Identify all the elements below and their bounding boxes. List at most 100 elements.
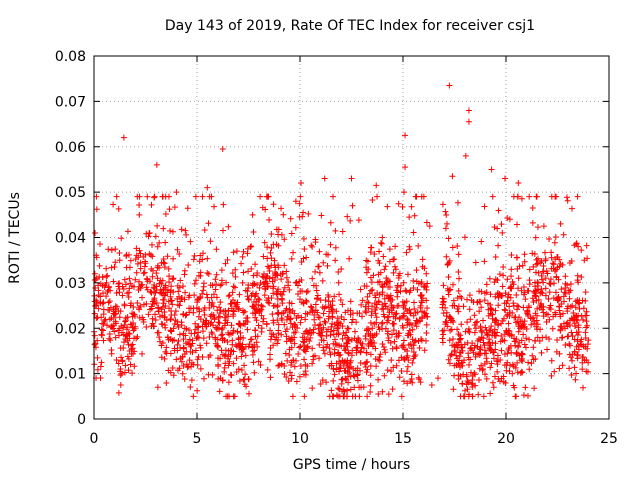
data-point [410, 229, 417, 236]
data-point [381, 372, 388, 379]
data-point [385, 334, 392, 341]
data-point [91, 310, 98, 317]
y-tick-label: 0 [77, 412, 86, 428]
data-point [381, 346, 388, 353]
data-point [182, 289, 189, 296]
data-point [225, 362, 232, 369]
data-point [111, 328, 118, 335]
data-point [245, 295, 252, 302]
data-point [122, 318, 129, 325]
data-point [137, 265, 144, 272]
data-point [297, 319, 304, 326]
data-point [456, 293, 463, 300]
data-point [174, 295, 181, 302]
data-point [116, 257, 123, 264]
data-point [334, 315, 341, 322]
data-point [344, 334, 351, 341]
data-point [464, 319, 471, 326]
data-point [509, 370, 516, 377]
data-point [358, 313, 365, 320]
data-point [524, 311, 531, 318]
data-point [165, 336, 172, 343]
data-point [538, 258, 545, 265]
data-point [464, 296, 471, 303]
data-point [371, 300, 378, 307]
data-point [355, 217, 362, 224]
data-point [132, 313, 139, 320]
data-point [151, 289, 158, 296]
data-point [167, 316, 174, 323]
data-point [298, 259, 305, 266]
data-point [315, 325, 322, 332]
data-point [421, 347, 428, 354]
data-point [376, 357, 383, 364]
data-point [559, 261, 566, 268]
data-point [225, 223, 232, 230]
data-point [386, 258, 393, 265]
data-point [522, 296, 529, 303]
data-point [229, 289, 236, 296]
data-point [455, 308, 462, 315]
data-point [228, 347, 235, 354]
data-point [308, 304, 315, 311]
data-point [411, 305, 418, 312]
data-point [119, 283, 126, 290]
data-point [529, 250, 536, 257]
data-point [259, 303, 266, 310]
data-point [385, 283, 392, 290]
data-point [116, 280, 123, 287]
data-point [359, 297, 366, 304]
data-point [141, 269, 148, 276]
data-point [550, 313, 557, 320]
data-point [379, 291, 386, 298]
data-point [403, 298, 410, 305]
data-point [91, 332, 98, 339]
data-point [241, 362, 248, 369]
data-point [494, 329, 501, 336]
data-point [253, 290, 260, 297]
data-point [480, 393, 487, 400]
data-point [493, 317, 500, 324]
data-point [278, 310, 285, 317]
data-point [319, 377, 326, 384]
data-point [181, 267, 188, 274]
data-point [388, 302, 395, 309]
data-point [520, 291, 527, 298]
data-point [492, 317, 499, 324]
data-point [200, 287, 207, 294]
data-point [453, 352, 460, 359]
data-point [178, 358, 185, 365]
data-point [423, 219, 430, 226]
data-point [129, 310, 136, 317]
data-point [341, 347, 348, 354]
data-point [528, 360, 535, 367]
data-point [184, 205, 191, 212]
data-point [343, 329, 350, 336]
data-point [566, 317, 573, 324]
data-point [271, 277, 278, 284]
data-point [481, 203, 488, 210]
data-point [482, 324, 489, 331]
data-point [253, 272, 260, 279]
data-point [382, 325, 389, 332]
data-point [347, 359, 354, 366]
data-point [310, 329, 317, 336]
data-point [404, 316, 411, 323]
data-point [267, 327, 274, 334]
data-point [542, 285, 549, 292]
data-point [148, 266, 155, 273]
data-point [316, 269, 323, 276]
data-point [312, 236, 319, 243]
data-point [208, 319, 215, 326]
data-point [543, 334, 550, 341]
data-point [146, 229, 153, 236]
data-point [182, 227, 189, 234]
data-point [522, 344, 529, 351]
data-point [224, 319, 231, 326]
data-point [398, 368, 405, 375]
data-point [439, 295, 446, 302]
data-point [156, 338, 163, 345]
data-point [185, 261, 192, 268]
data-point [362, 363, 369, 370]
data-point [179, 295, 186, 302]
